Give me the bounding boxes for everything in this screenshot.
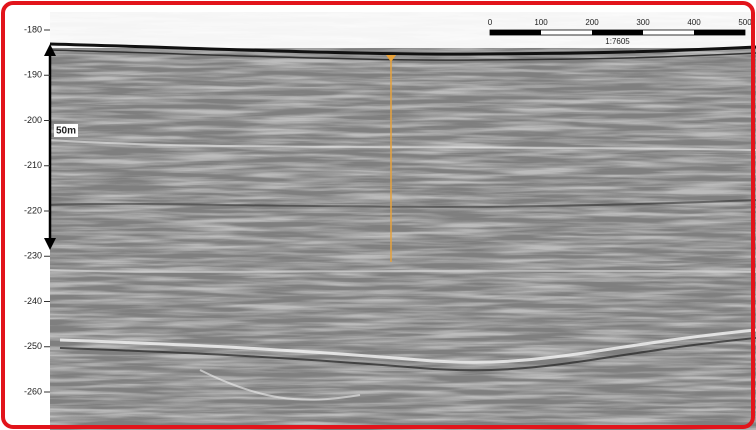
thickness-label: 50m (56, 126, 76, 137)
scale-label: 500 (738, 18, 752, 27)
scale-segment (490, 30, 541, 35)
page: 50m -180 -190 -200 -210 -220 -230 -240 -250 -260… (0, 0, 756, 430)
scale-segment (694, 30, 745, 35)
scale-label: 0 (488, 18, 493, 27)
depth-tick-label: -250 (24, 341, 42, 351)
scale-label: 200 (585, 18, 599, 27)
depth-axis: -180 -190 -200 -210 -220 -230 -240 -250 -260 (24, 24, 50, 396)
scale-label: 400 (687, 18, 701, 27)
depth-tick-label: -190 (24, 70, 42, 80)
scale-ratio: 1:7605 (605, 37, 630, 46)
depth-tick-label: -240 (24, 296, 42, 306)
seismic-profile: 50m -180 -190 -200 -210 -220 -230 -240 -250 -260… (0, 0, 756, 430)
scale-label: 100 (534, 18, 548, 27)
depth-tick-label: -220 (24, 205, 42, 215)
depth-tick-label: -230 (24, 251, 42, 261)
depth-tick-label: -210 (24, 160, 42, 170)
depth-tick-label: -180 (24, 24, 42, 34)
scale-segment (592, 30, 643, 35)
depth-tick-label: -200 (24, 115, 42, 125)
section-image (50, 12, 756, 430)
scale-label: 300 (636, 18, 650, 27)
depth-tick-label: -260 (24, 386, 42, 396)
